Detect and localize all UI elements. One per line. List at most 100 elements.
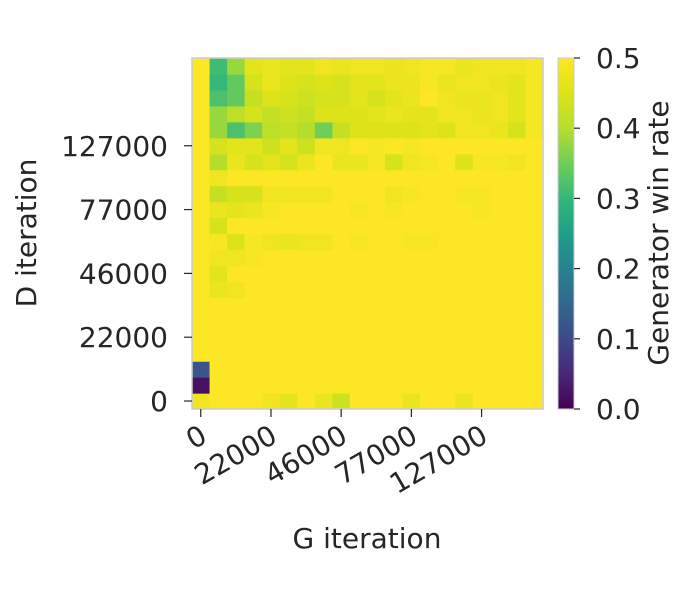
heatmap-cell bbox=[227, 73, 246, 91]
heatmap-cell bbox=[297, 137, 316, 155]
heatmap-cell bbox=[279, 121, 298, 139]
heatmap-cell bbox=[437, 58, 456, 75]
heatmap-cell bbox=[402, 89, 421, 107]
heatmap-cell bbox=[209, 313, 228, 330]
heatmap-cell bbox=[209, 329, 228, 346]
heatmap-cell bbox=[525, 281, 544, 298]
heatmap-cell bbox=[367, 393, 386, 410]
heatmap-cell bbox=[227, 297, 246, 314]
heatmap-cell bbox=[385, 105, 404, 123]
heatmap-cell bbox=[385, 297, 404, 314]
heatmap-cell bbox=[279, 313, 298, 330]
heatmap-cell bbox=[297, 105, 316, 123]
heatmap-cell bbox=[332, 217, 351, 235]
heatmap-cell bbox=[385, 89, 404, 107]
heatmap-cell bbox=[420, 105, 439, 123]
heatmap-cell bbox=[472, 201, 491, 219]
heatmap-cell bbox=[385, 345, 404, 362]
heatmap-cell bbox=[349, 313, 369, 330]
heatmap-cell bbox=[472, 73, 491, 91]
heatmap-cell bbox=[507, 361, 527, 378]
heatmap-cell bbox=[402, 265, 421, 282]
heatmap-cell bbox=[209, 217, 228, 235]
heatmap-cell bbox=[349, 121, 369, 139]
heatmap-cell bbox=[402, 345, 421, 362]
heatmap-cell bbox=[525, 201, 544, 219]
heatmap-cell bbox=[490, 345, 509, 362]
heatmap-cell bbox=[349, 281, 369, 298]
heatmap-cell bbox=[332, 329, 351, 346]
heatmap-cell bbox=[455, 137, 474, 155]
heatmap-cell bbox=[385, 377, 404, 394]
heatmap-cell bbox=[455, 185, 474, 203]
heatmap-cell bbox=[244, 297, 263, 314]
colorbar-tick-label: 0.5 bbox=[596, 42, 641, 75]
heatmap-cell bbox=[455, 121, 474, 139]
heatmap-cell bbox=[525, 89, 544, 107]
heatmap-cell bbox=[437, 121, 456, 139]
heatmap-cell bbox=[455, 73, 474, 91]
heatmap-cell bbox=[332, 265, 351, 282]
heatmap-cell bbox=[507, 169, 527, 187]
heatmap-cell bbox=[314, 297, 333, 314]
heatmap-cell bbox=[525, 329, 544, 346]
heatmap-cell bbox=[314, 121, 333, 139]
heatmap-cell bbox=[490, 73, 509, 91]
heatmap-cell bbox=[279, 377, 298, 394]
heatmap-cell bbox=[385, 217, 404, 235]
heatmap-cell bbox=[507, 297, 527, 314]
heatmap-cell bbox=[279, 345, 298, 362]
heatmap-cell bbox=[279, 169, 298, 187]
heatmap-cell bbox=[420, 393, 439, 410]
heatmap-cell bbox=[507, 233, 527, 251]
heatmap-cell bbox=[490, 121, 509, 139]
heatmap-cell bbox=[507, 265, 527, 282]
heatmap-cell bbox=[437, 233, 456, 251]
heatmap-cell bbox=[472, 233, 491, 251]
heatmap-cell bbox=[490, 377, 509, 394]
plot-frame bbox=[191, 57, 544, 410]
heatmap-cell bbox=[420, 313, 439, 330]
heatmap-cell bbox=[332, 281, 351, 298]
heatmap-cell bbox=[279, 137, 298, 155]
heatmap-cell bbox=[227, 121, 246, 139]
heatmap-cell bbox=[279, 233, 298, 251]
heatmap-cell bbox=[192, 329, 211, 346]
heatmap-cell bbox=[472, 265, 491, 282]
heatmap-cell bbox=[507, 89, 527, 107]
heatmap-cell bbox=[227, 58, 246, 75]
heatmap-cell bbox=[525, 185, 544, 203]
heatmap-cell bbox=[332, 169, 351, 187]
heatmap-cell bbox=[262, 217, 281, 235]
heatmap-cell bbox=[437, 377, 456, 394]
heatmap-cell bbox=[314, 345, 333, 362]
heatmap-cell bbox=[209, 105, 228, 123]
heatmap-cell bbox=[192, 265, 211, 282]
heatmap-cell bbox=[227, 329, 246, 346]
heatmap-cell bbox=[367, 58, 386, 75]
heatmap-cell bbox=[244, 281, 263, 298]
heatmap-cell bbox=[455, 169, 474, 187]
heatmap-cell bbox=[472, 361, 491, 378]
heatmap-cell bbox=[472, 89, 491, 107]
heatmap-cell bbox=[525, 361, 544, 378]
heatmap-cell bbox=[437, 281, 456, 298]
heatmap-cell bbox=[420, 329, 439, 346]
heatmap-cell bbox=[437, 265, 456, 282]
heatmap-cell bbox=[385, 169, 404, 187]
heatmap-cell bbox=[227, 153, 246, 171]
heatmap-cell bbox=[244, 377, 263, 394]
heatmap-cell bbox=[385, 58, 404, 75]
heatmap-cell bbox=[192, 377, 211, 394]
heatmap-cell bbox=[279, 265, 298, 282]
heatmap-cell bbox=[349, 58, 369, 75]
heatmap-cell bbox=[244, 185, 263, 203]
heatmap-cell bbox=[297, 73, 316, 91]
heatmap-cell bbox=[490, 169, 509, 187]
heatmap-cell bbox=[227, 377, 246, 394]
heatmap-cell bbox=[314, 89, 333, 107]
heatmap-cell bbox=[227, 345, 246, 362]
heatmap-cell bbox=[349, 265, 369, 282]
heatmap-cell bbox=[227, 169, 246, 187]
heatmap-cell bbox=[420, 153, 439, 171]
